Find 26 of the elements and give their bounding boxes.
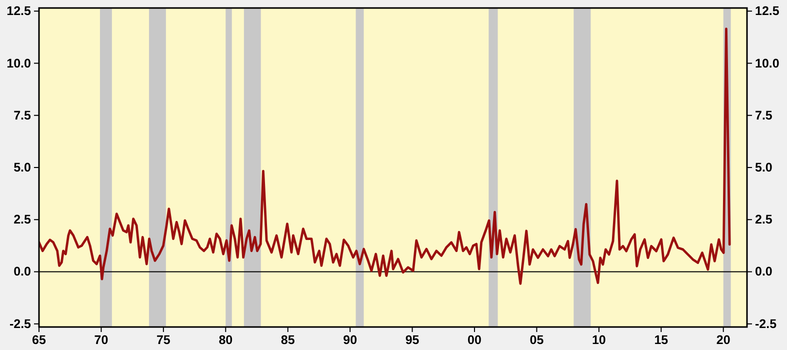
x-tick-label: 75 [156, 332, 170, 347]
y-tick-label: 2.5 [14, 212, 32, 227]
x-tick-label: 65 [32, 332, 46, 347]
x-tick-label: 95 [405, 332, 420, 347]
y-tick-label: 0.0 [14, 264, 32, 279]
y2-tick-label: 10.0 [755, 56, 780, 70]
y2-tick-label: -2.5 [755, 316, 777, 331]
y2-tick-label: 0.0 [755, 264, 772, 279]
y2-tick-label: 5.0 [755, 160, 772, 174]
y-tick-label: 10.0 [6, 56, 32, 70]
x-tick-label: 85 [280, 332, 295, 347]
x-tick-label: 70 [94, 332, 108, 347]
x-tick-label: 80 [218, 332, 233, 347]
y-tick-label: 7.5 [14, 108, 32, 122]
x-tick-label: 05 [530, 332, 544, 347]
x-tick-label: 10 [592, 332, 606, 347]
y-tick-label: 5.0 [14, 160, 32, 174]
y2-tick-label: 7.5 [755, 108, 772, 122]
x-tick-label: 90 [343, 332, 358, 347]
y-tick-label: 12.5 [6, 4, 32, 18]
y2-tick-label: 2.5 [755, 212, 772, 227]
y2-tick-label: 12.5 [755, 4, 780, 18]
x-tick-label: 20 [716, 332, 730, 347]
y-tick-label: -2.5 [9, 316, 32, 331]
x-tick-label: 00 [468, 332, 482, 347]
x-tick-label: 15 [654, 332, 668, 347]
